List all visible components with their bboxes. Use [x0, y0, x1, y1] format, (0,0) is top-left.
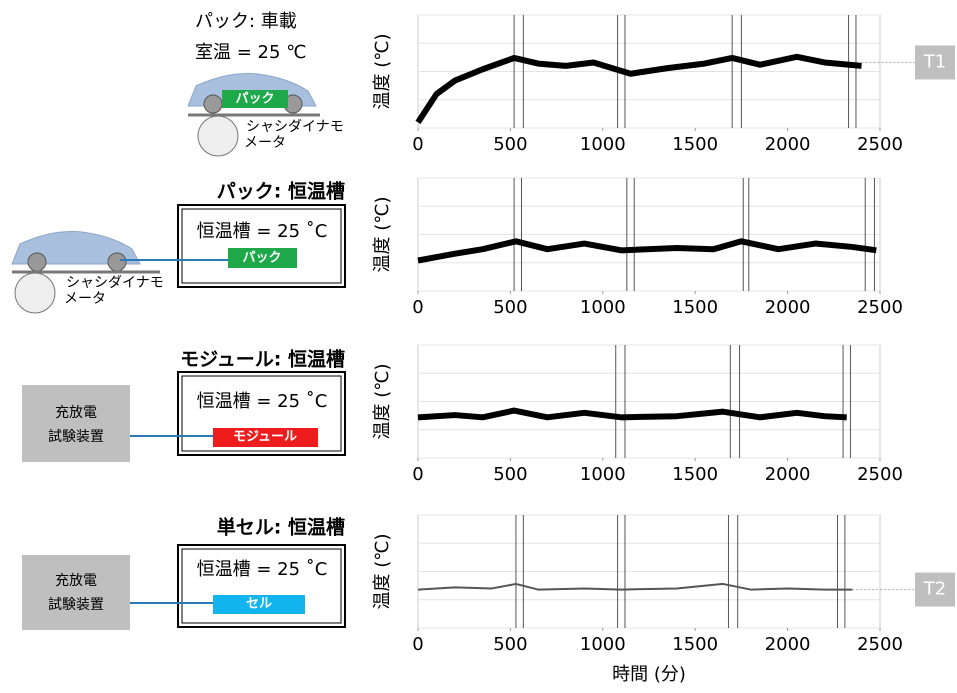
- unit-box: [213, 428, 318, 447]
- panel-title: パック: 恒温槽: [217, 180, 345, 203]
- panel: パック: 車載 室温 = 25 ℃ パック シャシダイナモ メータ: [187, 11, 344, 157]
- chamber: [177, 371, 346, 456]
- y-axis-label: 温度 (℃): [372, 534, 393, 610]
- chamber: [181, 208, 342, 284]
- temperature-line: [417, 407, 847, 421]
- x-tick-label: 1000: [580, 134, 626, 155]
- y-axis-label: 温度 (℃): [372, 197, 393, 273]
- equipment-label: メータ: [244, 135, 286, 151]
- x-tick-label: 2500: [857, 134, 903, 155]
- x-tick-label: 1500: [672, 134, 718, 155]
- chamber: [177, 204, 346, 288]
- x-tick-label: 500: [493, 134, 527, 155]
- temperature-line: [417, 582, 853, 591]
- x-tick-label: 2000: [765, 464, 811, 485]
- x-tick-label: 0: [412, 634, 423, 655]
- panel: 単セル: 恒温槽 恒温槽 = 25 ˚C 充放電 試験装置 セル: [22, 516, 346, 630]
- unit-box: [213, 595, 305, 614]
- tester-box: [22, 555, 130, 630]
- unit-label: モジュール: [233, 430, 297, 445]
- unit-label: パック: [242, 251, 281, 266]
- annotation-label: T2: [923, 579, 946, 600]
- panel-condition: 室温 = 25 ℃: [195, 42, 306, 63]
- equipment-label: シャシダイナモ: [246, 119, 344, 135]
- panel-condition: 恒温槽 = 25 ˚C: [197, 391, 328, 412]
- car: [11, 231, 141, 272]
- annotation-box: [915, 572, 955, 607]
- x-tick-label: 0: [412, 464, 423, 485]
- equipment-label: 試験装置: [48, 597, 104, 613]
- y-axis-label: 温度 (℃): [372, 364, 393, 440]
- panel-condition: 恒温槽 = 25 ˚C: [197, 221, 328, 242]
- equipment-label: シャシダイナモ: [66, 275, 164, 291]
- x-tick-label: 1000: [580, 464, 626, 485]
- x-tick-label: 1500: [672, 297, 718, 318]
- equipment-label: 試験装置: [48, 429, 104, 445]
- y-axis-label: 温度 (℃): [372, 34, 393, 110]
- unit-box: [228, 248, 297, 268]
- chamber: [181, 375, 342, 452]
- x-tick-label: 500: [493, 297, 527, 318]
- x-tick-label: 2000: [765, 297, 811, 318]
- annotation-label: T1: [923, 51, 946, 72]
- x-tick-label: 0: [412, 134, 423, 155]
- x-tick-label: 2500: [857, 464, 903, 485]
- chamber: [181, 548, 342, 624]
- chamber: [177, 544, 346, 628]
- x-tick-label: 2000: [765, 634, 811, 655]
- equipment-label: 充放電: [55, 405, 97, 421]
- panel-title: モジュール: 恒温槽: [180, 348, 345, 371]
- unit-label: セル: [246, 597, 272, 612]
- x-axis-label: 時間 (分): [612, 664, 686, 685]
- equipment-label: メータ: [64, 291, 106, 307]
- annotation-box: [915, 45, 955, 80]
- x-tick-label: 1500: [672, 464, 718, 485]
- x-tick-label: 1000: [580, 297, 626, 318]
- x-tick-label: 2000: [765, 134, 811, 155]
- panel: モジュール: 恒温槽 恒温槽 = 25 ˚C 充放電 試験装置 モジュール: [22, 348, 346, 462]
- x-tick-label: 1500: [672, 634, 718, 655]
- x-tick-label: 500: [493, 634, 527, 655]
- tester-box: [22, 385, 130, 462]
- equipment-label: 充放電: [55, 573, 97, 589]
- x-tick-label: 500: [493, 464, 527, 485]
- roller: [197, 115, 239, 157]
- panel-title: 単セル: 恒温槽: [217, 516, 345, 539]
- panel: パック: 恒温槽 恒温槽 = 25 ˚C パック シャシダイナモ メータ: [11, 180, 346, 314]
- unit-label: パック: [235, 92, 274, 107]
- temperature-line: [415, 53, 862, 124]
- x-tick-label: 2500: [857, 634, 903, 655]
- x-tick-label: 0: [412, 297, 423, 318]
- roller: [14, 272, 56, 314]
- unit-box: [222, 90, 288, 108]
- panel-condition: 恒温槽 = 25 ˚C: [197, 559, 328, 580]
- panel-title: パック: 車載: [195, 11, 297, 32]
- x-tick-label: 2500: [857, 297, 903, 318]
- x-tick-label: 1000: [580, 634, 626, 655]
- temperature-line: [417, 238, 877, 264]
